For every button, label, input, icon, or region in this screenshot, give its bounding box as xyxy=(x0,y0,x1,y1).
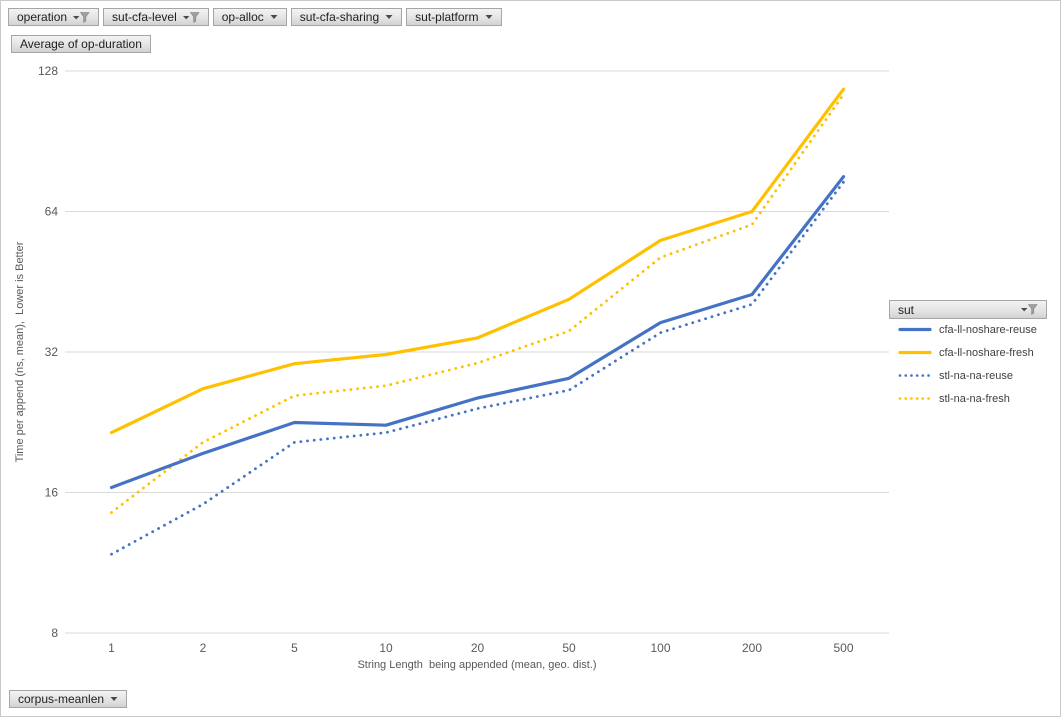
legend-line-sample xyxy=(898,350,932,355)
dropdown-arrow-icon xyxy=(485,14,493,20)
dropdown-arrow-icon xyxy=(385,14,393,20)
x-tick-label: 5 xyxy=(291,641,298,655)
x-axis-title: String Length being appended (mean, geo.… xyxy=(357,659,597,671)
field-button-sut-platform[interactable]: sut-platform xyxy=(406,8,502,26)
legend-entry-label: cfa-ll-noshare-reuse xyxy=(939,323,1037,336)
y-tick-label: 8 xyxy=(51,626,58,640)
field-button-label: op-alloc xyxy=(221,10,264,24)
field-button-label: sut-cfa-level xyxy=(112,10,177,24)
filter-button-row: operation sut-cfa-level op-alloc sut-cfa… xyxy=(8,8,502,26)
series-line-cfa-ll-noshare-reuse[interactable] xyxy=(109,175,846,490)
y-tick-label: 16 xyxy=(45,486,59,500)
filter-funnel-icon xyxy=(73,11,90,23)
x-tick-label: 200 xyxy=(742,641,762,655)
dropdown-arrow-icon xyxy=(270,14,278,20)
value-field-button[interactable]: Average of op-duration xyxy=(11,35,151,53)
x-tick-label: 10 xyxy=(379,641,393,655)
y-tick-label: 128 xyxy=(38,64,58,78)
field-button-op-alloc[interactable]: op-alloc xyxy=(212,8,287,26)
value-field-label: Average of op-duration xyxy=(20,37,142,51)
field-button-label: operation xyxy=(17,10,68,24)
legend-field-button-sut[interactable]: sut xyxy=(889,300,1047,319)
field-button-label: sut-platform xyxy=(415,10,479,24)
y-tick-label: 64 xyxy=(45,205,59,219)
x-tick-label: 1 xyxy=(108,641,115,655)
field-button-operation[interactable]: operation xyxy=(8,8,100,26)
legend-line-sample xyxy=(898,397,932,400)
legend-entry-label: stl-na-na-fresh xyxy=(939,392,1010,405)
legend-entry-cfa-ll-noshare-reuse[interactable]: cfa-ll-noshare-reuse xyxy=(898,318,1037,341)
axis-field-label: corpus-meanlen xyxy=(18,692,105,706)
y-axis-title: Time per append (ns, mean), Lower is Bet… xyxy=(14,241,26,463)
series-line-stl-na-na-reuse[interactable] xyxy=(110,180,845,556)
field-button-sut-cfa-level[interactable]: sut-cfa-level xyxy=(103,8,209,26)
legend-entry-stl-na-na-fresh[interactable]: stl-na-na-fresh xyxy=(898,387,1037,410)
y-tick-label: 32 xyxy=(45,345,59,359)
legend-header-label: sut xyxy=(898,302,915,317)
field-button-label: sut-cfa-sharing xyxy=(299,10,380,24)
legend-line-sample xyxy=(898,374,932,377)
filter-funnel-icon xyxy=(1021,304,1038,315)
legend: cfa-ll-noshare-reuse cfa-ll-noshare-fresh… xyxy=(898,318,1037,410)
field-button-sut-cfa-sharing[interactable]: sut-cfa-sharing xyxy=(290,8,403,26)
series-line-cfa-ll-noshare-fresh[interactable] xyxy=(109,87,846,435)
legend-entry-stl-na-na-reuse[interactable]: stl-na-na-reuse xyxy=(898,364,1037,387)
legend-line-sample xyxy=(898,327,932,332)
x-tick-label: 50 xyxy=(562,641,576,655)
series-line-stl-na-na-fresh[interactable] xyxy=(110,93,845,514)
x-tick-label: 20 xyxy=(471,641,485,655)
filter-funnel-icon xyxy=(182,11,200,23)
legend-entry-label: stl-na-na-reuse xyxy=(939,369,1013,382)
legend-entry-label: cfa-ll-noshare-fresh xyxy=(939,346,1034,359)
x-tick-label: 100 xyxy=(650,641,670,655)
x-tick-label: 2 xyxy=(200,641,207,655)
axis-field-button-corpus-meanlen[interactable]: corpus-meanlen xyxy=(9,690,128,708)
legend-entry-cfa-ll-noshare-fresh[interactable]: cfa-ll-noshare-fresh xyxy=(898,341,1037,364)
dropdown-arrow-icon xyxy=(110,696,118,702)
x-tick-label: 500 xyxy=(833,641,853,655)
